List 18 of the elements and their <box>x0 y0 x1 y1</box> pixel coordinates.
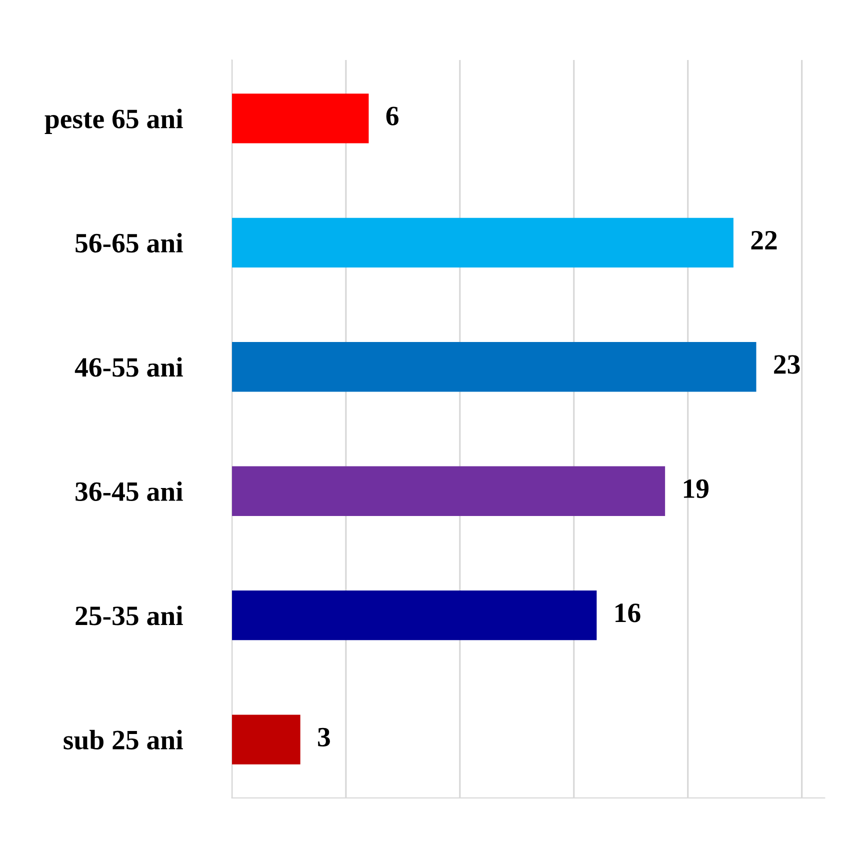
y-tick-label: peste 65 ani <box>44 108 183 134</box>
y-tick-label: 46-55 ani <box>74 357 183 377</box>
y-tick-label: 56-65 ani <box>76 233 183 253</box>
data-label: 3 <box>318 728 330 747</box>
bar <box>232 714 300 764</box>
bar <box>232 218 734 268</box>
data-label: 16 <box>616 604 640 622</box>
bar <box>232 590 597 640</box>
y-tick-label: 25-35 ani <box>76 606 183 626</box>
data-label: 22 <box>751 230 777 250</box>
data-label: 6 <box>386 106 398 126</box>
bar <box>232 466 666 516</box>
y-tick-label: sub 25 ani <box>64 730 183 750</box>
data-label: 19 <box>684 479 709 498</box>
y-tick-label: 36-45 ani <box>76 481 183 502</box>
data-label: 23 <box>774 355 800 374</box>
bar <box>232 342 756 392</box>
bar <box>232 94 369 144</box>
